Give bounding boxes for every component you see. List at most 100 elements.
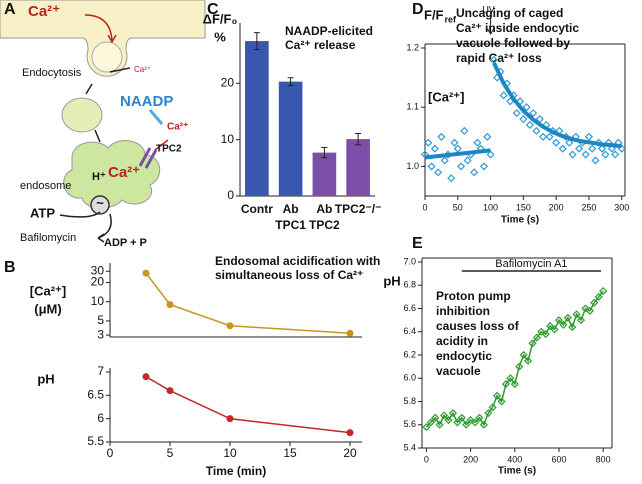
point	[588, 144, 597, 153]
point	[554, 316, 564, 325]
x-tick-label: Ab	[283, 202, 299, 216]
point	[226, 415, 234, 423]
label: Ca²⁺	[108, 164, 140, 181]
x-tick-label: 15	[283, 446, 297, 460]
point	[444, 416, 453, 425]
point	[563, 313, 572, 322]
x-tick-label: 5	[167, 446, 174, 460]
error-bar	[321, 147, 328, 159]
point	[483, 132, 492, 141]
label: NAADP	[120, 93, 173, 110]
release-arrow	[154, 139, 169, 151]
y-tick-label: 6.6	[403, 303, 416, 313]
annotation: inhibition	[436, 304, 490, 318]
point	[499, 91, 508, 100]
label: Ca²⁺	[167, 122, 188, 133]
annotation: causes loss of	[436, 319, 520, 333]
point	[559, 320, 568, 329]
label: endosome	[20, 180, 71, 192]
x-tick-label: 0	[107, 446, 114, 460]
annotation: rapid Ca²⁺ loss	[456, 51, 542, 65]
point	[512, 109, 521, 118]
x-tick-label: TPC2⁻/⁻	[335, 202, 382, 216]
point	[453, 418, 462, 427]
y-tick-label: 1.2	[406, 42, 419, 52]
y-axis-label: [Ca²⁺]	[30, 283, 66, 298]
point	[537, 327, 546, 336]
point	[226, 322, 234, 330]
x-tick-label: 100	[483, 202, 498, 212]
point	[568, 323, 577, 332]
point	[493, 391, 502, 400]
point	[575, 144, 584, 153]
y-tick-label: 6.2	[403, 349, 416, 359]
y-axis-label: pH	[37, 371, 54, 386]
y-tick-label: 5.4	[403, 442, 416, 452]
y-tick-label: 5.8	[403, 396, 416, 406]
x-tick-label: 50	[453, 202, 463, 212]
series-line	[425, 290, 604, 428]
point	[424, 138, 433, 147]
point	[519, 350, 528, 360]
x-tick-label: TPC2	[309, 218, 340, 232]
x-tick-label: 300	[614, 202, 629, 212]
point	[434, 168, 443, 177]
panel-letter: A	[4, 1, 16, 18]
bar	[278, 81, 303, 196]
point	[457, 162, 466, 171]
chart-title: Ca²⁺ release	[285, 38, 356, 52]
point	[577, 316, 586, 325]
point	[440, 411, 449, 420]
point	[519, 114, 528, 124]
label: TPC2	[156, 144, 182, 155]
point	[484, 409, 493, 418]
x-tick-label: 20	[343, 446, 357, 460]
y-tick-label: 6.8	[403, 280, 416, 290]
x-tick-label: 200	[549, 202, 564, 212]
y-tick-label: 10	[91, 294, 105, 308]
label: ATP	[30, 205, 55, 220]
point	[422, 423, 431, 432]
chart-title: NAADP-elicited	[285, 24, 373, 38]
y-tick-label: 7	[97, 364, 104, 378]
label: Ca²⁺	[134, 65, 151, 74]
point	[528, 339, 537, 348]
point	[440, 156, 449, 165]
point	[470, 418, 480, 427]
point	[346, 429, 354, 437]
point	[541, 330, 550, 339]
annotation: vacuole followed by	[456, 36, 570, 50]
point	[460, 126, 469, 135]
y-axis-label: F/F	[424, 7, 444, 22]
point	[430, 144, 439, 153]
x-tick-label: TPC1	[275, 218, 306, 232]
annotation: Ca²⁺ inside endocytic	[456, 21, 579, 35]
point	[584, 132, 593, 141]
x-tick-label: 10	[223, 446, 237, 460]
naadp-arrow	[148, 109, 164, 125]
arrow	[84, 14, 113, 41]
chart-title: simultaneous loss of Ca²⁺	[215, 268, 363, 282]
point	[506, 374, 515, 383]
point	[591, 156, 600, 165]
point	[470, 168, 479, 177]
point	[550, 325, 559, 334]
y-tick-label: 5.5	[87, 434, 104, 448]
y-tick-label: 5.6	[403, 419, 416, 429]
y-tick-label: 6.4	[403, 326, 416, 336]
inset-label: [Ca²⁺]	[428, 89, 464, 104]
event-arrow	[487, 16, 495, 35]
point	[599, 287, 608, 296]
arrow	[85, 67, 131, 143]
x-axis-label: Time (min)	[206, 464, 266, 478]
point	[166, 387, 174, 395]
y-axis-label: (μM)	[34, 301, 61, 316]
label: Bafilomycin	[20, 232, 76, 244]
endosome	[63, 140, 160, 209]
point	[420, 150, 430, 159]
annotation: vacuole	[436, 364, 481, 378]
label: Ca²⁺	[28, 3, 60, 20]
point	[426, 418, 435, 427]
point	[463, 156, 472, 165]
